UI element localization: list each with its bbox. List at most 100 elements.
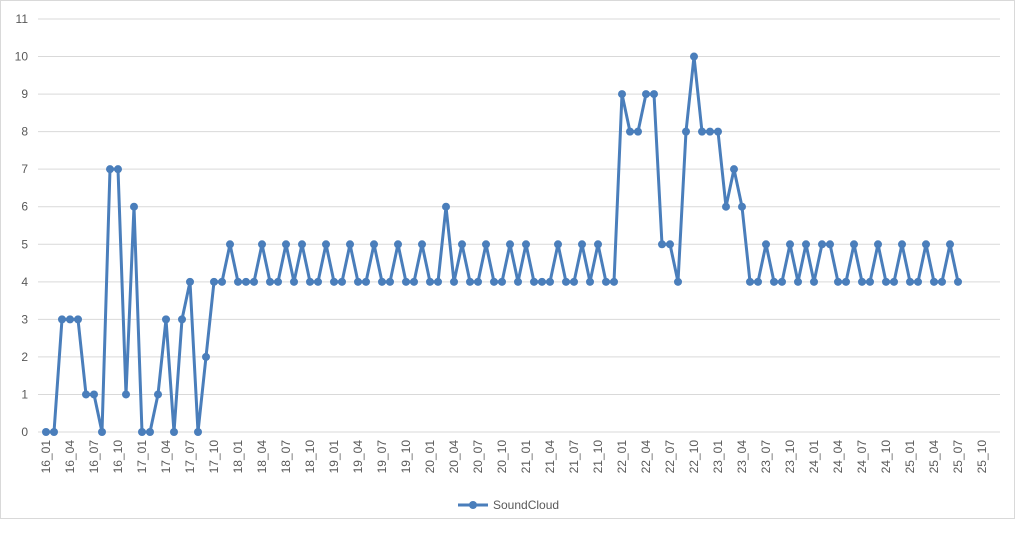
point-marker xyxy=(90,390,98,399)
x-tick-label: 20_01 xyxy=(423,440,437,474)
point-marker xyxy=(754,277,762,286)
point-marker xyxy=(130,202,138,211)
point-marker xyxy=(618,90,626,99)
y-tick-label: 9 xyxy=(21,87,28,101)
point-marker xyxy=(770,277,778,286)
point-marker xyxy=(466,277,474,286)
point-marker xyxy=(138,428,146,436)
point-marker xyxy=(658,240,666,249)
point-marker xyxy=(514,277,522,286)
point-marker xyxy=(842,277,850,286)
x-tick-label: 16_04 xyxy=(63,440,77,474)
point-marker xyxy=(882,277,890,286)
legend-marker xyxy=(469,501,477,509)
point-marker xyxy=(674,277,682,286)
point-marker xyxy=(322,240,330,249)
point-marker xyxy=(410,277,418,286)
x-tick-label: 25_10 xyxy=(975,440,989,474)
y-tick-label: 6 xyxy=(21,200,28,214)
x-tick-label: 19_01 xyxy=(327,440,341,474)
point-marker xyxy=(82,390,90,399)
legend-label: SoundCloud xyxy=(493,498,559,512)
x-tick-label: 16_01 xyxy=(39,440,53,474)
point-marker xyxy=(202,352,210,361)
y-tick-label: 1 xyxy=(21,387,28,401)
x-tick-label: 21_04 xyxy=(543,440,557,474)
point-marker xyxy=(178,315,186,324)
x-tick-label: 18_01 xyxy=(231,440,245,474)
point-marker xyxy=(554,240,562,249)
point-marker xyxy=(594,240,602,249)
point-marker xyxy=(850,240,858,249)
point-marker xyxy=(338,277,346,286)
point-marker xyxy=(122,390,130,399)
x-tick-label: 16_10 xyxy=(111,440,125,474)
point-marker xyxy=(362,277,370,286)
point-marker xyxy=(314,277,322,286)
y-tick-label: 5 xyxy=(21,237,28,251)
point-marker xyxy=(282,240,290,249)
point-marker xyxy=(794,277,802,286)
point-marker xyxy=(218,277,226,286)
point-marker xyxy=(434,277,442,286)
point-marker xyxy=(930,277,938,286)
y-tick-label: 10 xyxy=(15,50,29,64)
point-marker xyxy=(426,277,434,286)
point-marker xyxy=(442,202,450,211)
point-marker xyxy=(810,277,818,286)
point-marker xyxy=(562,277,570,286)
x-tick-label: 20_07 xyxy=(471,440,485,474)
x-tick-label: 17_07 xyxy=(183,440,197,474)
point-marker xyxy=(706,127,714,136)
x-tick-label: 21_01 xyxy=(519,440,533,474)
point-marker xyxy=(714,127,722,136)
y-tick-label: 7 xyxy=(21,162,28,176)
point-marker xyxy=(538,277,546,286)
point-marker xyxy=(170,428,178,436)
point-marker xyxy=(106,165,114,174)
point-marker xyxy=(522,240,530,249)
point-marker xyxy=(394,240,402,249)
x-tick-label: 17_01 xyxy=(135,440,149,474)
point-marker xyxy=(498,277,506,286)
point-marker xyxy=(642,90,650,99)
point-marker xyxy=(946,240,954,249)
point-marker xyxy=(266,277,274,286)
x-tick-label: 17_10 xyxy=(207,440,221,474)
point-marker xyxy=(386,277,394,286)
point-marker xyxy=(666,240,674,249)
point-marker xyxy=(146,428,154,436)
point-marker xyxy=(210,277,218,286)
x-tick-label: 18_07 xyxy=(279,440,293,474)
point-marker xyxy=(634,127,642,136)
point-marker xyxy=(906,277,914,286)
point-marker xyxy=(402,277,410,286)
point-marker xyxy=(874,240,882,249)
x-tick-label: 19_07 xyxy=(375,440,389,474)
x-tick-label: 25_07 xyxy=(951,440,965,474)
point-marker xyxy=(570,277,578,286)
point-marker xyxy=(858,277,866,286)
point-marker xyxy=(738,202,746,211)
point-marker xyxy=(50,428,58,436)
point-marker xyxy=(226,240,234,249)
point-marker xyxy=(306,277,314,286)
point-marker xyxy=(690,52,698,61)
point-marker xyxy=(250,277,258,286)
point-marker xyxy=(866,277,874,286)
point-marker xyxy=(370,240,378,249)
point-marker xyxy=(482,240,490,249)
point-marker xyxy=(234,277,242,286)
point-marker xyxy=(818,240,826,249)
point-marker xyxy=(506,240,514,249)
point-marker xyxy=(114,165,122,174)
x-tick-label: 25_01 xyxy=(903,440,917,474)
point-marker xyxy=(626,127,634,136)
point-marker xyxy=(762,240,770,249)
point-marker xyxy=(530,277,538,286)
point-marker xyxy=(746,277,754,286)
y-tick-label: 4 xyxy=(21,275,28,289)
point-marker xyxy=(42,428,50,436)
point-marker xyxy=(490,277,498,286)
point-marker xyxy=(650,90,658,99)
